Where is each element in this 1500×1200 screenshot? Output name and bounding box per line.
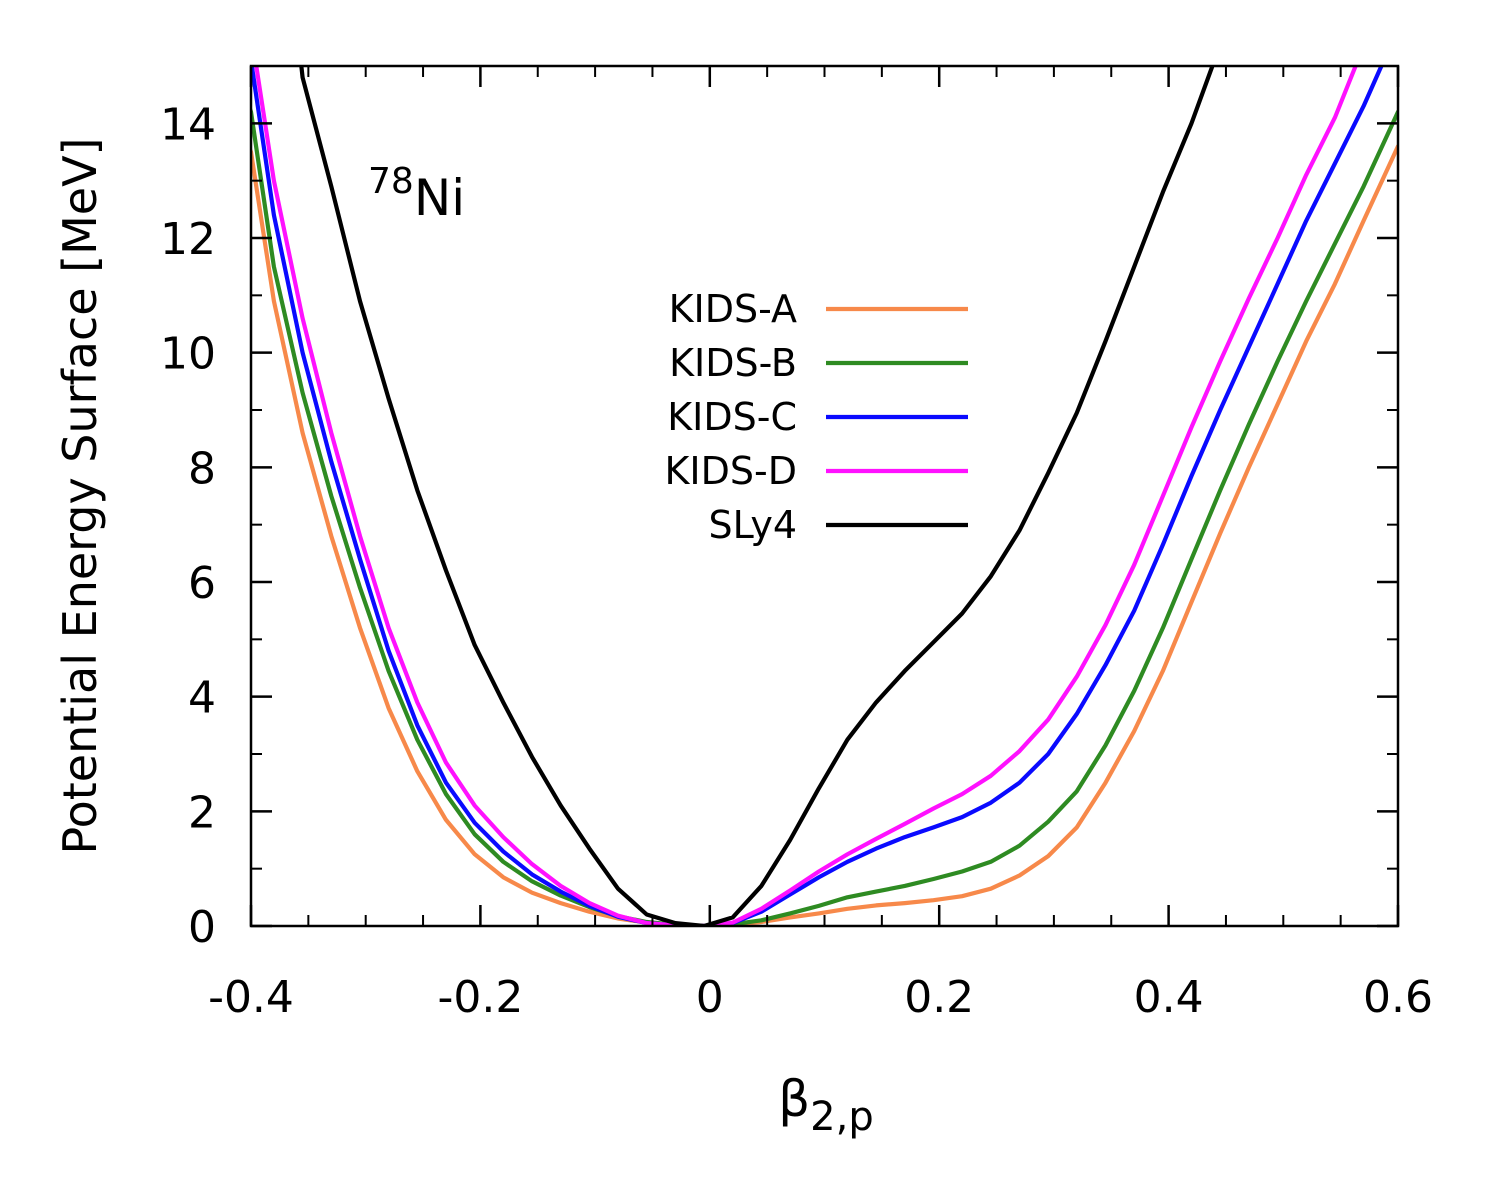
x-tick-label-neg0p4: -0.4: [208, 972, 294, 1023]
y-tick-label-2: 2: [188, 787, 216, 838]
series-line-kids-b: [251, 105, 1398, 926]
x-tick-label-0p4: 0.4: [1134, 972, 1204, 1023]
y-tick-label-14: 14: [160, 99, 216, 150]
x-tick-label-0p2: 0.2: [904, 972, 974, 1023]
legend-label-sly4: SLy4: [709, 503, 797, 547]
nucleus-mass-number: 78: [368, 161, 414, 202]
nucleus-element: Ni: [414, 169, 465, 227]
nucleus-annotation: 78Ni: [368, 161, 465, 227]
legend-label-kids-b: KIDS-B: [669, 341, 797, 385]
series-line-kids-d: [254, 66, 1358, 926]
series-line-sly4: [299, 66, 1215, 926]
x-tick-label-0p6: 0.6: [1363, 972, 1433, 1023]
legend: KIDS-A KIDS-B KIDS-C KIDS-D SLy4: [665, 287, 968, 547]
y-tick-label-0: 0: [188, 902, 216, 953]
ticks-layer: -0.4 -0.2 0 0.2 0.4 0.6 0 2 4 6 8 10 12 14: [160, 65, 1433, 1023]
x-axis-title-subscript: 2,p: [810, 1094, 874, 1140]
legend-label-kids-a: KIDS-A: [669, 287, 797, 331]
y-tick-label-6: 6: [188, 558, 216, 609]
y-tick-label-4: 4: [188, 673, 216, 724]
x-axis-title-main: β: [778, 1070, 810, 1128]
y-tick-label-8: 8: [188, 443, 216, 494]
series-line-kids-a: [251, 144, 1398, 926]
legend-label-kids-c: KIDS-C: [667, 395, 797, 439]
y-axis-title: Potential Energy Surface [MeV]: [53, 137, 107, 854]
legend-label-kids-d: KIDS-D: [665, 449, 797, 493]
series-line-kids-c: [251, 66, 1384, 926]
x-tick-label-0: 0: [696, 972, 724, 1023]
y-tick-label-10: 10: [160, 329, 216, 380]
series-layer: [251, 66, 1398, 926]
y-tick-label-12: 12: [160, 214, 216, 265]
x-tick-label-neg0p2: -0.2: [437, 972, 523, 1023]
x-axis-title: β2,p: [778, 1070, 873, 1140]
